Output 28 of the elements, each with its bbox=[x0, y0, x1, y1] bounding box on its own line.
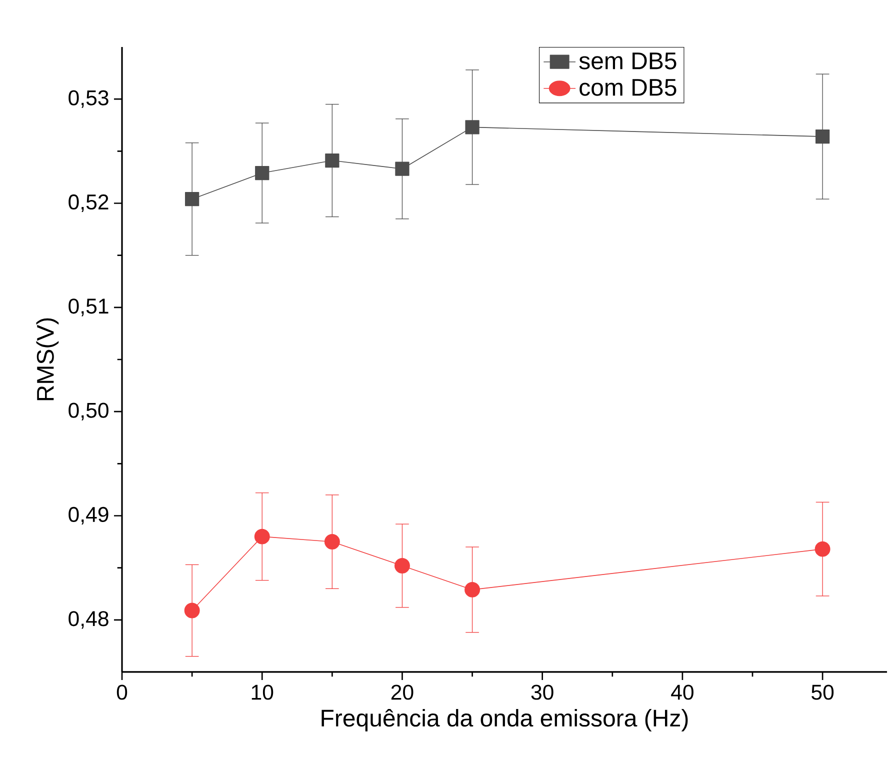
x-tick-label: 50 bbox=[812, 684, 834, 700]
point bbox=[184, 602, 200, 618]
y-tick-label: 0,50 bbox=[68, 402, 108, 420]
point bbox=[325, 153, 340, 168]
y-tick-label: 0,52 bbox=[68, 194, 108, 212]
point bbox=[394, 558, 410, 574]
point bbox=[464, 582, 480, 598]
point bbox=[395, 162, 410, 176]
x-tick-label: 30 bbox=[531, 684, 554, 700]
point bbox=[254, 528, 270, 544]
x-axis-title: Frequência da onda emissora (Hz) bbox=[322, 708, 688, 732]
point bbox=[814, 541, 830, 557]
point bbox=[255, 166, 270, 180]
x-tick-label: 40 bbox=[671, 684, 694, 700]
y-tick-label: 0,53 bbox=[68, 90, 108, 108]
legend-label: com DB5 bbox=[580, 79, 676, 96]
point bbox=[465, 120, 480, 134]
x-tick-label: 10 bbox=[252, 684, 274, 700]
y-tick-label: 0,48 bbox=[68, 611, 108, 629]
point bbox=[815, 130, 830, 144]
x-tick-label: 0 bbox=[116, 684, 128, 700]
point bbox=[184, 192, 200, 206]
y-axis-title: RMS(V) bbox=[36, 318, 59, 400]
y-tick-label: 0,51 bbox=[68, 298, 108, 316]
x-tick-label: 20 bbox=[391, 684, 414, 700]
y-tick-label: 0,49 bbox=[68, 506, 108, 525]
legend-label: sem DB5 bbox=[579, 52, 676, 70]
point bbox=[324, 534, 340, 550]
